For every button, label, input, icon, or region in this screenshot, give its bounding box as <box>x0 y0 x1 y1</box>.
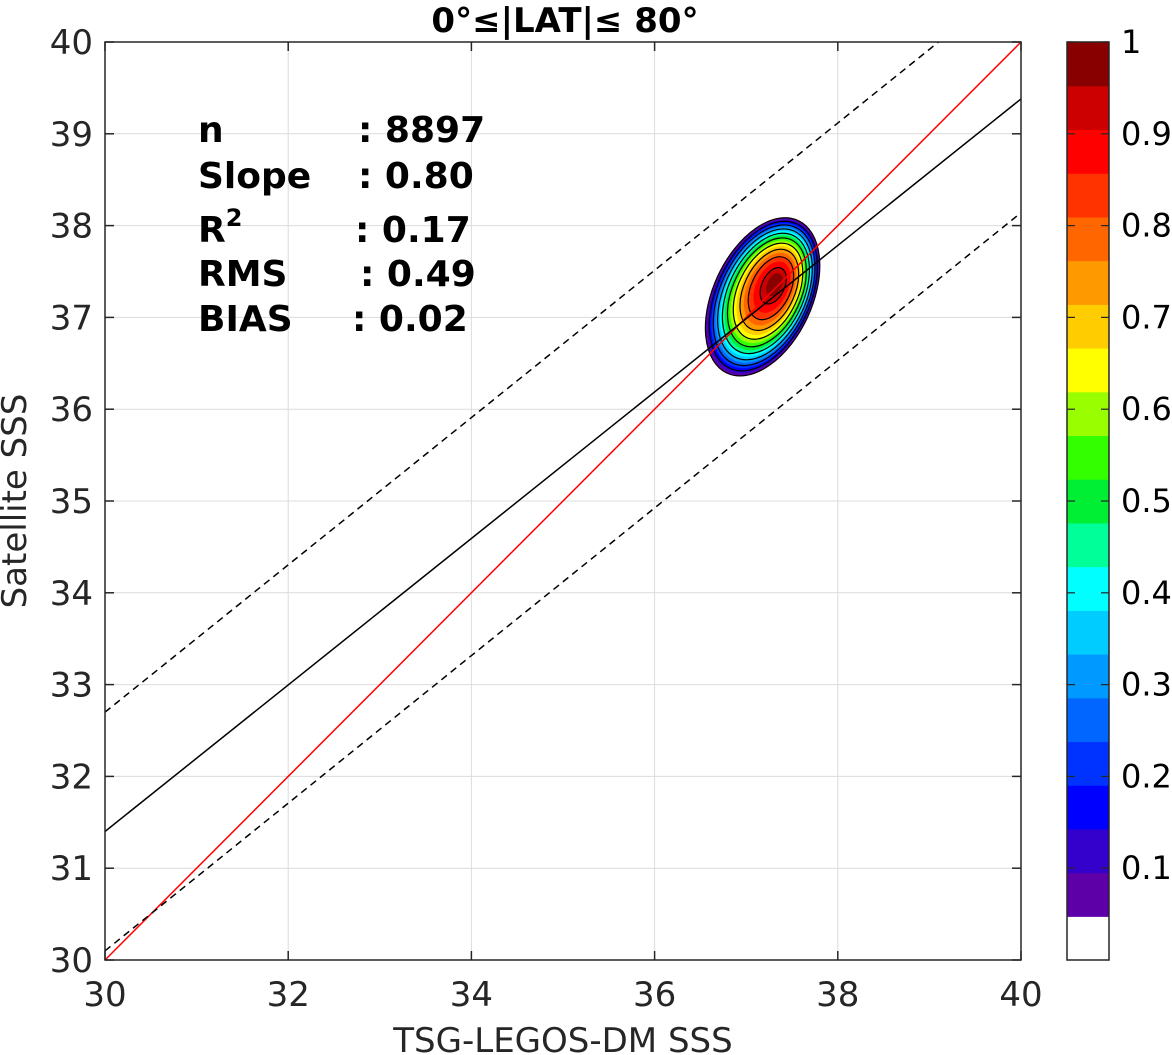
colorbar-tick-label: 1 <box>1121 23 1141 61</box>
x-tick-label: 38 <box>816 975 859 1015</box>
reference-lines <box>105 42 1021 960</box>
colorbar-segment <box>1067 522 1109 568</box>
colorbar-segment <box>1067 566 1109 611</box>
x-tick-label: 34 <box>450 975 493 1015</box>
y-tick-label: 33 <box>50 666 93 706</box>
stat-value: : 0.02 <box>352 299 468 340</box>
colorbar-tick-label: 0.6 <box>1121 390 1172 428</box>
x-tick-label: 30 <box>83 975 126 1015</box>
y-tick-label: 30 <box>50 941 93 981</box>
colorbar-segment <box>1067 216 1109 262</box>
x-tick-label: 36 <box>633 975 676 1015</box>
y-tick-label: 39 <box>50 115 93 155</box>
colorbar-segment <box>1067 654 1109 699</box>
stat-value: : 0.80 <box>358 156 474 197</box>
y-tick-label: 31 <box>50 849 93 889</box>
stat-value: : 0.17 <box>355 210 471 251</box>
colorbar-segment <box>1067 697 1109 743</box>
upper-bound-line <box>105 42 940 713</box>
y-axis-label: Satellite SSS <box>0 394 35 609</box>
stat-value: : 0.49 <box>360 254 476 295</box>
colorbar-tick-label: 0.4 <box>1121 574 1172 612</box>
colorbar-segment <box>1067 828 1109 874</box>
colorbar-segment <box>1067 129 1109 174</box>
colorbar-segment <box>1067 304 1109 349</box>
stat-name: RMS <box>198 254 287 295</box>
x-axis-label: TSG-LEGOS-DM SSS <box>392 1021 732 1055</box>
colorbar-segment <box>1067 348 1109 393</box>
colorbar-segment <box>1067 260 1109 305</box>
contour-level <box>766 273 783 297</box>
y-tick-label: 38 <box>50 207 93 247</box>
colorbar-segment <box>1067 872 1109 917</box>
colorbar-tick-label: 0.8 <box>1121 207 1172 245</box>
colorbar-tick-label: 0.1 <box>1121 849 1172 887</box>
colorbar-segment <box>1067 173 1109 218</box>
plot-frame <box>104 41 1022 961</box>
colorbar-tick-label: 0.7 <box>1121 298 1172 336</box>
y-tick-label: 34 <box>50 574 93 614</box>
y-tick-label: 40 <box>50 23 93 63</box>
colorbar-segment <box>1067 610 1109 655</box>
colorbar-tick-label: 0.9 <box>1121 115 1172 153</box>
colorbar-segment <box>1067 85 1109 131</box>
stat-value: : 8897 <box>358 110 485 151</box>
y-tick-label: 35 <box>50 482 93 522</box>
regression-line <box>105 98 1021 833</box>
lower-bound-line <box>105 212 1021 952</box>
colorbar-tick-label: 0.3 <box>1121 666 1172 704</box>
stat-name: BIAS <box>198 299 293 340</box>
x-tick-labels: 30 32 34 36 38 40 <box>83 975 1042 1015</box>
chart-title: 0°≤|LAT|≤ 80° <box>431 1 698 41</box>
colorbar: 0.1 0.2 0.3 0.4 0.5 0.6 0.7 0.8 0.9 1 <box>1066 23 1172 961</box>
colorbar-segment <box>1067 741 1109 786</box>
stat-name: Slope <box>198 156 311 197</box>
colorbar-tick-label: 0.2 <box>1121 757 1172 795</box>
stat-superscript: 2 <box>226 204 243 232</box>
y-tick-label: 36 <box>50 390 93 430</box>
one-to-one-line <box>105 42 1021 960</box>
colorbar-segment <box>1067 42 1109 87</box>
x-tick-label: 40 <box>999 975 1042 1015</box>
colorbar-segment <box>1067 391 1109 437</box>
y-tick-label: 37 <box>50 298 93 338</box>
y-tick-label: 32 <box>50 757 93 797</box>
colorbar-segment <box>1067 785 1109 830</box>
y-tick-labels: 30 31 32 33 34 35 36 37 38 39 40 <box>50 23 93 981</box>
x-tick-label: 32 <box>267 975 310 1015</box>
colorbar-tick-label: 0.5 <box>1121 482 1172 520</box>
colorbar-segment <box>1067 916 1109 961</box>
colorbar-segment <box>1067 435 1109 480</box>
stat-name: n <box>198 110 224 151</box>
